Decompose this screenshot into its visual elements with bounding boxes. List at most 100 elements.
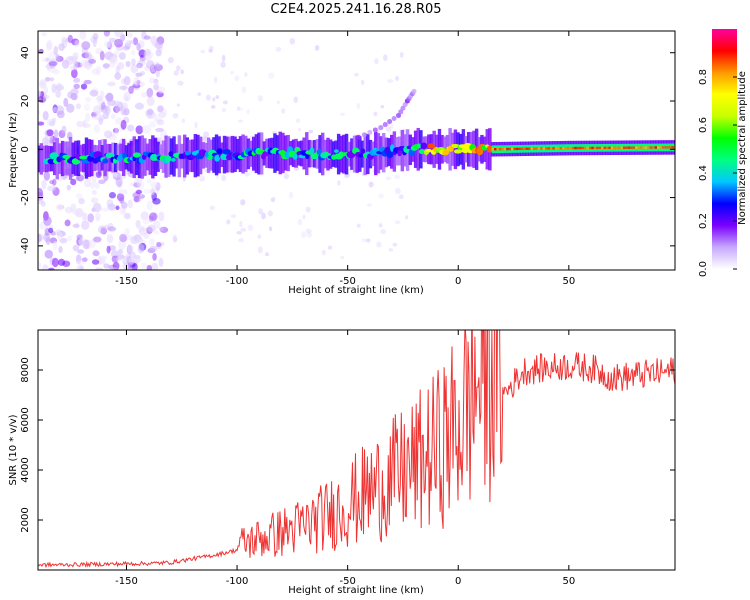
- spectrogram-noise-cell: [80, 83, 88, 90]
- spectrogram-noise-cell: [51, 83, 57, 94]
- snr-frame: [37, 329, 676, 571]
- spectrogram-noise-cell: [45, 57, 50, 62]
- spectrogram-noise-cell: [392, 242, 398, 247]
- spectrogram-noise-cell: [99, 90, 105, 99]
- spectrogram-noise-cell: [58, 43, 65, 52]
- spectrogram-ridge-blob: [386, 151, 394, 158]
- spectrogram-noise-cell: [123, 91, 131, 102]
- colorbar-tick-label: 0.2: [698, 213, 709, 229]
- spectrogram-noise-cell: [123, 212, 131, 220]
- spectrogram-noise-cell: [156, 119, 165, 126]
- spectrogram-noise-cell: [76, 120, 84, 128]
- spectrogram-ridge-halo: [334, 140, 338, 168]
- spectrogram-noise-cell: [203, 131, 210, 139]
- spectrogram-noise-cell: [135, 189, 143, 194]
- spectrogram-noise-cell: [93, 105, 102, 115]
- spectrogram-noise-cell: [42, 110, 49, 121]
- spectrogram-ridge-blob: [102, 158, 109, 164]
- spectrogram-noise-cell: [172, 235, 178, 243]
- spectrogram-ridge-core: [659, 146, 663, 149]
- spectrogram-ridge-core: [601, 146, 604, 150]
- spectrogram-ridge-core: [513, 147, 517, 151]
- spectrogram-noise-cell: [53, 129, 59, 139]
- spectrogram-noise-cell: [147, 178, 152, 184]
- spectrogram-noise-cell: [47, 185, 56, 192]
- spectrogram-ridge-halo: [127, 143, 131, 172]
- spectrogram-noise-cell: [115, 205, 120, 211]
- spectrogram-noise-cell: [131, 256, 141, 264]
- spectrogram-noise-cell: [82, 239, 90, 250]
- spectrogram-noise-cell: [76, 264, 85, 270]
- spectrogram-branch-cell: [400, 105, 406, 111]
- spectrogram-ridge-blob: [425, 148, 432, 153]
- spectrogram-ridge-blob: [170, 157, 176, 162]
- spectrogram-ridge-blob: [418, 149, 425, 155]
- spectrogram-noise-cell: [126, 32, 133, 38]
- spectrogram-ridge-core: [494, 148, 497, 151]
- spectrogram-noise-cell: [91, 189, 97, 196]
- spectrogram-noise-cell: [387, 79, 394, 83]
- spectrogram-noise-cell: [142, 218, 150, 225]
- spectrogram-ridge-core: [562, 146, 565, 150]
- spectrogram-noise-cell: [308, 129, 314, 134]
- spectrogram-ridge-core: [584, 146, 587, 150]
- spectrogram-noise-cell: [92, 202, 102, 213]
- colorbar-tick-label: 0.0: [698, 261, 709, 277]
- spectrogram-ridge-halo: [42, 145, 46, 173]
- spectrogram-ridge-core: [530, 147, 534, 150]
- spectrogram-noise-cell: [42, 264, 49, 270]
- spectrogram-noise-cell: [102, 63, 110, 69]
- spectrogram-noise-cell: [87, 213, 95, 223]
- spectrogram-noise-cell: [289, 37, 296, 45]
- spectrogram-noise-cell: [127, 244, 134, 254]
- spectrogram-noise-cell: [157, 86, 166, 94]
- spectrogram-noise-cell: [268, 226, 273, 232]
- spectrogram-noise-cell: [120, 201, 128, 209]
- spectrogram-noise-cell: [114, 127, 119, 136]
- spectrogram-noise-cell: [42, 94, 50, 99]
- spectrogram-noise-cell: [121, 102, 128, 110]
- spectrogram-noise-cell: [272, 196, 276, 202]
- spectrogram-noise-cell: [105, 105, 111, 115]
- spectrogram-ridge-core: [652, 146, 655, 149]
- spectrogram-ridge-core: [657, 146, 660, 149]
- spectrogram-noise-cell: [222, 100, 228, 105]
- spectrogram-noise-cell: [76, 260, 85, 266]
- spectrogram-noise-cell: [267, 210, 273, 217]
- spectrogram-noise-cell: [127, 124, 135, 132]
- spectrogram-ridge-halo: [424, 136, 428, 163]
- spectrogram-ridge-core: [515, 147, 519, 151]
- spectrogram-ridge-halo: [429, 134, 434, 165]
- spectrogram-noise-cell: [239, 220, 243, 228]
- spectrogram-ridge-core: [574, 146, 577, 150]
- spectrogram-noise-cell: [200, 49, 206, 54]
- spectrogram-noise-cell: [366, 203, 372, 207]
- spectrogram-noise-cell: [176, 65, 181, 72]
- spectrogram-ridge-core: [518, 147, 521, 151]
- spectrogram-noise-cell: [148, 212, 158, 221]
- colorbar-tick-label: 0.6: [698, 117, 709, 133]
- spectrogram-noise-cell: [146, 87, 154, 98]
- spectrogram-ridge-core: [503, 147, 507, 151]
- colorbar-tick-label: 0.4: [698, 165, 709, 181]
- spectrogram-ridge-core: [632, 146, 636, 149]
- spectrogram-noise-cell: [52, 107, 59, 113]
- spectrogram-noise-cell: [123, 75, 131, 86]
- spectrogram-noise-cell: [146, 60, 155, 70]
- spectrogram-x-tick-label: -100: [226, 276, 249, 287]
- spectrogram-noise-cell: [81, 212, 87, 221]
- spectrogram-noise-cell: [140, 211, 149, 221]
- spectrogram-noise-cell: [162, 108, 168, 116]
- spectrogram-branch-cell: [396, 112, 402, 118]
- spectrogram-noise-cell: [43, 216, 52, 226]
- spectrogram-noise-cell: [146, 264, 152, 270]
- spectrogram-noise-cell: [271, 130, 278, 135]
- spectrogram-ridge-blob: [420, 142, 428, 150]
- spectrogram-noise-cell: [201, 136, 207, 143]
- spectrogram-noise-cell: [141, 92, 148, 98]
- spectrogram-noise-cell: [90, 197, 99, 204]
- spectrogram-noise-cell: [66, 103, 75, 113]
- spectrogram-branch-cell: [382, 122, 388, 128]
- spectrogram-noise-cell: [55, 89, 62, 99]
